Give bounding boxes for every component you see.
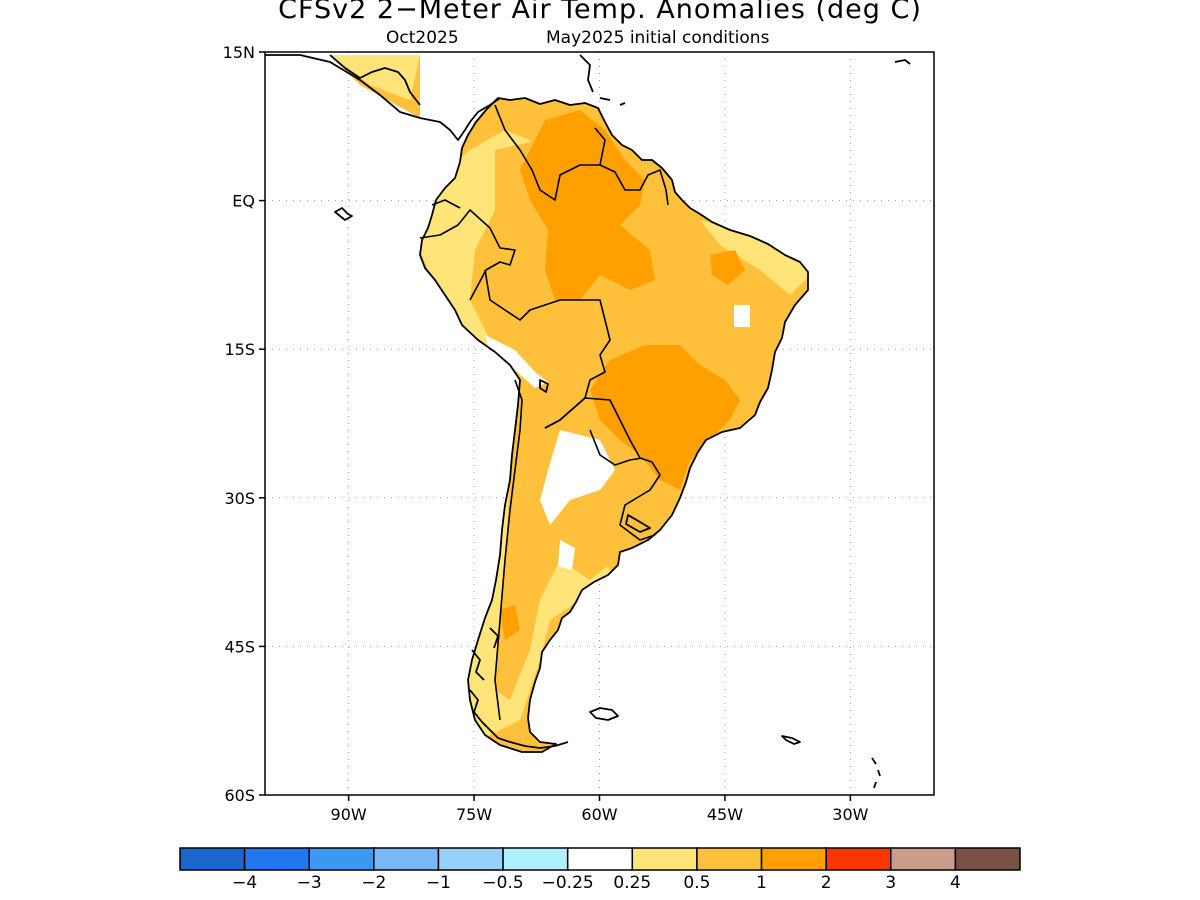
anomaly-region-strong-north	[520, 110, 655, 300]
legend-label: −0.25	[542, 873, 594, 893]
galapagos-islands	[334, 207, 353, 221]
caribbean-islands	[579, 54, 911, 106]
legend-label: 3	[885, 873, 896, 893]
anomaly-region-neutral-patch-south	[558, 540, 575, 570]
falkland-islands	[589, 707, 619, 721]
lat-tick-label: 45S	[224, 637, 255, 656]
page-title: CFSv2 2−Meter Air Temp. Anomalies (deg C…	[278, 0, 922, 25]
legend-label: −0.5	[482, 873, 523, 893]
legend-label: 4	[950, 873, 961, 893]
sandwich-islands	[871, 757, 881, 789]
legend-swatch	[566, 847, 634, 871]
coastlines	[265, 54, 911, 789]
anomaly-region-neutral-peru	[485, 335, 548, 388]
lake-titicaca	[539, 379, 549, 393]
anomaly-region-light-northeast	[700, 220, 808, 295]
legend-swatch	[825, 847, 892, 871]
legend-swatch	[437, 847, 504, 871]
anomaly-region-neutral-argentina	[540, 430, 615, 525]
lat-tick-label: 30S	[224, 489, 255, 508]
lat-tick-label: 15N	[223, 43, 255, 62]
latitude-labels: 15N EQ 15S 30S 45S 60S	[223, 43, 265, 805]
legend-swatch	[373, 847, 440, 871]
longitude-labels: 90W 75W 60W 45W 30W	[331, 795, 869, 824]
initial-conditions-label: May2025 initial conditions	[546, 28, 770, 48]
central-america-coast-north	[329, 54, 421, 106]
legend-label: 1	[756, 873, 767, 893]
lon-tick-label: 75W	[456, 805, 492, 824]
lon-tick-label: 90W	[331, 805, 367, 824]
lon-tick-label: 45W	[707, 805, 743, 824]
lat-tick-label: 15S	[224, 340, 255, 359]
legend-label: 0.25	[613, 873, 651, 893]
legend-swatch	[760, 847, 827, 871]
legend-label: −1	[426, 873, 451, 893]
anomaly-region-neutral-brazil	[734, 305, 750, 327]
legend-swatch	[502, 847, 569, 871]
legend-swatch	[890, 847, 957, 871]
legend-label: −2	[361, 873, 386, 893]
legend-label: −3	[297, 873, 322, 893]
anomaly-region-strong-spot-patagonia	[500, 605, 520, 640]
anomaly-region-strong-spot-east	[710, 250, 745, 285]
valid-month-label: Oct2025	[386, 28, 459, 48]
color-legend: −4 −3 −2 −1 −0.5 −0.25 0.25 0.5 1 2 3 4	[179, 847, 1021, 893]
anomaly-region-moderate-interior	[470, 140, 615, 700]
lon-tick-label: 60W	[581, 805, 617, 824]
south-georgia-island	[781, 735, 801, 745]
legend-swatch	[631, 847, 698, 871]
legend-swatch	[696, 847, 763, 871]
anomaly-region-light-andes	[420, 130, 620, 740]
lat-tick-label: EQ	[232, 192, 255, 211]
south-america-coastline	[419, 97, 809, 753]
legend-swatch	[179, 847, 246, 871]
legend-label: 0.5	[683, 873, 710, 893]
central-america-coastline	[265, 54, 501, 141]
lat-tick-label: 60S	[224, 786, 255, 805]
anomaly-region-light-caribbean	[330, 55, 420, 100]
anomaly-shading	[330, 55, 808, 752]
legend-swatch	[954, 847, 1021, 871]
legend-label: 2	[821, 873, 832, 893]
lon-tick-label: 30W	[832, 805, 868, 824]
lagoa-dos-patos	[625, 514, 651, 533]
legend-label: −4	[232, 873, 257, 893]
legend-swatch	[243, 847, 310, 871]
anomaly-region-strong-central	[590, 345, 740, 490]
country-borders	[419, 104, 669, 721]
legend-swatch	[308, 847, 375, 871]
